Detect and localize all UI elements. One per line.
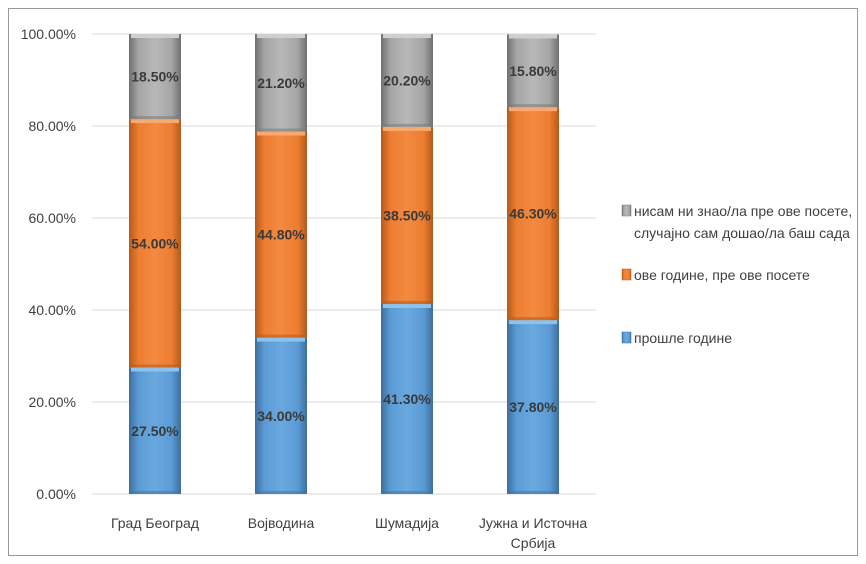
y-tick-label: 20.00%: [29, 394, 76, 410]
y-axis-tick-labels: 0.00% 20.00% 40.00% 60.00% 80.00% 100.00%: [21, 26, 76, 502]
legend-label: ове године, пре ове посете: [634, 267, 810, 283]
bar-segment-bevel-top: [131, 119, 179, 124]
y-tick-label: 80.00%: [29, 118, 76, 134]
data-label: 41.30%: [383, 391, 431, 407]
legend-swatch: [621, 331, 632, 344]
legend-swatch: [621, 204, 632, 217]
bar-segment-bevel-bottom: [381, 491, 433, 494]
bar-segment-bevel-top: [509, 320, 557, 325]
x-category-label: Шумадија: [375, 515, 439, 531]
bar-segment-bevel-bottom: [381, 123, 433, 127]
bar-segment: [255, 34, 307, 132]
data-label: 34.00%: [257, 408, 305, 424]
bar-segment-bevel-top: [131, 34, 179, 38]
bar-segment: [129, 367, 181, 494]
legend-label: нисам ни знао/ла пре ове посете, случајно…: [634, 203, 852, 241]
x-category-label: Војводина: [248, 515, 315, 531]
x-axis-category-labels: Град Београд Војводина Шумадија Јужна и Ист…: [111, 515, 587, 551]
legend: прошле године ове године, пре ове посете н…: [621, 203, 852, 346]
bar-segment-bevel-bottom: [129, 116, 181, 120]
bar-segment-bevel-bottom: [507, 491, 559, 494]
y-tick-label: 100.00%: [21, 26, 76, 42]
bar-segment-bevel-top: [257, 337, 305, 342]
bar-segment-bevel-top: [383, 126, 431, 131]
bar-segment-bevel-top: [383, 34, 431, 38]
bar-segment-bevel-bottom: [381, 301, 433, 305]
legend-label: прошле године: [634, 330, 732, 346]
x-category-label: Јужна и Источна Србија: [479, 515, 587, 551]
bar-segment-bevel-top: [257, 34, 305, 38]
bar-segment-bevel-bottom: [129, 364, 181, 368]
bar-segment: [255, 337, 307, 494]
y-tick-label: 40.00%: [29, 302, 76, 318]
data-label: 21.20%: [257, 75, 305, 91]
bar-segment: [129, 34, 181, 120]
bar-segment: [129, 119, 181, 368]
data-label: 20.20%: [383, 72, 431, 88]
data-label: 18.50%: [131, 69, 179, 85]
bar-segment: [381, 304, 433, 494]
bar-segment-bevel-top: [257, 131, 305, 136]
data-label: 37.80%: [509, 399, 557, 415]
bar-segment-bevel-top: [383, 304, 431, 309]
bar-segment: [507, 34, 559, 108]
bars: [129, 34, 559, 494]
x-category-label: Град Београд: [111, 515, 199, 531]
y-tick-label: 60.00%: [29, 210, 76, 226]
y-tick-label: 0.00%: [36, 486, 76, 502]
bar-segment-bevel-top: [509, 107, 557, 112]
bar-segment-bevel-bottom: [507, 104, 559, 108]
legend-swatch: [621, 268, 632, 281]
bar-segment-bevel-bottom: [255, 334, 307, 338]
data-label: 54.00%: [131, 235, 179, 251]
bar-segment: [255, 131, 307, 338]
data-labels: 27.50% 54.00% 18.50% 34.00% 44.80% 21.20% 41.3…: [131, 63, 557, 439]
data-label: 38.50%: [383, 207, 431, 223]
bar-segment: [507, 320, 559, 494]
bar-segment-bevel-bottom: [255, 491, 307, 494]
data-label: 27.50%: [131, 423, 179, 439]
bar-segment: [381, 126, 433, 305]
bar-segment-bevel-bottom: [507, 317, 559, 321]
data-label: 46.30%: [509, 206, 557, 222]
bar-segment-bevel-bottom: [255, 128, 307, 132]
bar-segment-bevel-top: [509, 34, 557, 39]
data-label: 44.80%: [257, 227, 305, 243]
bar-segment: [381, 34, 433, 127]
data-label: 15.80%: [509, 63, 557, 79]
bar-segment-bevel-bottom: [129, 491, 181, 494]
bar-segment-bevel-top: [131, 367, 179, 372]
bar-segment: [507, 107, 559, 321]
